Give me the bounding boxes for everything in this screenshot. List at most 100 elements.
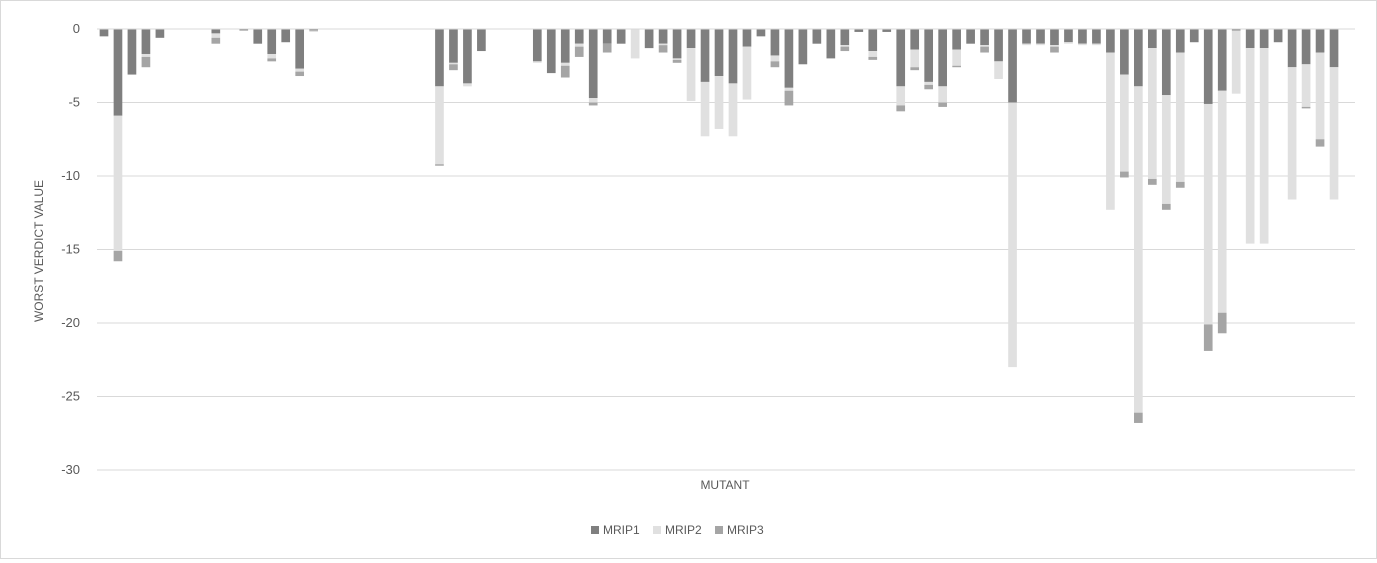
bar-mrip3 <box>1203 324 1213 351</box>
bar-mrip2 <box>1161 95 1171 204</box>
y-tick-label: -25 <box>61 389 80 404</box>
bar-mrip2 <box>1106 52 1115 210</box>
bar-mrip1 <box>728 29 738 84</box>
bar-mrip1 <box>1217 29 1227 91</box>
bar-mrip1 <box>574 29 584 44</box>
bar-mrip1 <box>309 29 318 31</box>
bar-mrip1 <box>449 29 458 63</box>
bar-mrip3 <box>840 46 850 52</box>
bar-mrip2 <box>1329 67 1339 200</box>
bar-mrip2 <box>630 29 640 59</box>
bar-mrip1 <box>742 29 752 47</box>
bar-mrip2 <box>141 53 151 57</box>
bar-mrip2 <box>1203 103 1213 325</box>
bar-mrip3 <box>211 37 221 44</box>
bar-mrip1 <box>644 29 654 49</box>
bar-mrip1 <box>924 29 934 82</box>
bar-mrip1 <box>267 29 277 54</box>
bar-mrip1 <box>141 29 151 54</box>
bar-mrip1 <box>1134 29 1143 87</box>
bar-mrip3 <box>1161 203 1171 210</box>
bar-mrip1 <box>239 29 249 31</box>
bar-mrip1 <box>1036 29 1045 44</box>
bar-mrip2 <box>924 81 934 85</box>
bar-mrip1 <box>784 29 794 88</box>
bar-mrip2 <box>1315 52 1325 140</box>
bar-mrip1 <box>840 29 850 46</box>
legend-item-mrip1: MRIP1 <box>591 523 640 537</box>
bar-mrip1 <box>1050 29 1059 46</box>
bar-mrip2 <box>686 48 696 102</box>
bar-mrip2 <box>1120 74 1129 172</box>
legend-swatch <box>591 526 599 534</box>
bar-mrip1 <box>211 29 221 34</box>
y-tick-label: -5 <box>68 95 80 110</box>
bar-mrip2 <box>560 62 570 66</box>
bar-mrip2 <box>449 62 458 65</box>
bar-mrip2 <box>952 49 961 66</box>
bar-mrip3 <box>672 59 682 63</box>
bar-mrip1 <box>1161 29 1171 96</box>
bar-mrip3 <box>910 67 920 71</box>
bar-mrip1 <box>938 29 947 87</box>
bar-mrip1 <box>798 29 808 65</box>
y-axis-label: WORST VERDICT VALUE <box>32 180 46 322</box>
bar-mrip1 <box>1078 29 1087 44</box>
bar-mrip2 <box>1022 43 1031 46</box>
bar-mrip2 <box>435 86 444 165</box>
bar-mrip3 <box>868 56 878 60</box>
bar-mrip2 <box>1245 48 1255 244</box>
bar-mrip2 <box>267 53 277 59</box>
bar-mrip1 <box>994 29 1003 62</box>
bar-mrip1 <box>1287 29 1297 68</box>
bar-mrip3 <box>1147 178 1157 185</box>
bar-mrip2 <box>574 43 584 47</box>
bar-mrip1 <box>980 29 989 46</box>
bar-mrip3 <box>574 46 584 57</box>
bar-mrip1 <box>588 29 598 99</box>
bar-mrip2 <box>211 33 221 38</box>
bar-mrip3 <box>1134 412 1143 423</box>
bar-mrip1 <box>546 29 556 74</box>
bar-mrip1 <box>910 29 920 50</box>
bar-mrip2 <box>1147 48 1157 179</box>
bar-mrip1 <box>770 29 780 56</box>
bars <box>99 29 1339 423</box>
bar-mrip1 <box>1092 29 1101 44</box>
bar-mrip3 <box>1175 181 1185 188</box>
bar-mrip2 <box>658 43 668 46</box>
bar-mrip3 <box>938 102 947 107</box>
bar-mrip3 <box>1301 106 1311 109</box>
bar-mrip3 <box>113 250 123 262</box>
bar-mrip1 <box>812 29 822 44</box>
bar-mrip3 <box>980 46 989 53</box>
bar-mrip1 <box>1273 29 1283 43</box>
bar-mrip3 <box>784 90 794 106</box>
bar-mrip1 <box>756 29 766 37</box>
bar-mrip1 <box>253 29 263 44</box>
bar-mrip3 <box>1050 46 1059 53</box>
bar-mrip2 <box>1064 42 1073 44</box>
bar-mrip1 <box>127 29 137 75</box>
bar-mrip2 <box>532 61 542 63</box>
bar-mrip1 <box>966 29 975 44</box>
legend-label: MRIP2 <box>665 523 702 537</box>
bar-mrip2 <box>113 115 123 251</box>
bar-mrip1 <box>1329 29 1339 68</box>
bar-mrip1 <box>1175 29 1185 53</box>
bar-mrip3 <box>267 58 277 62</box>
bar-mrip1 <box>435 29 444 87</box>
bar-mrip2 <box>700 81 710 137</box>
bar-mrip3 <box>924 84 934 90</box>
bar-mrip3 <box>588 102 598 106</box>
bar-mrip2 <box>1008 102 1017 368</box>
bar-mrip2 <box>980 45 989 47</box>
bar-mrip1 <box>1301 29 1311 65</box>
bar-mrip1 <box>532 29 542 62</box>
gridlines <box>97 102 1355 471</box>
bar-mrip2 <box>295 68 305 72</box>
bar-mrip1 <box>1245 29 1255 49</box>
bar-mrip2 <box>672 58 682 60</box>
